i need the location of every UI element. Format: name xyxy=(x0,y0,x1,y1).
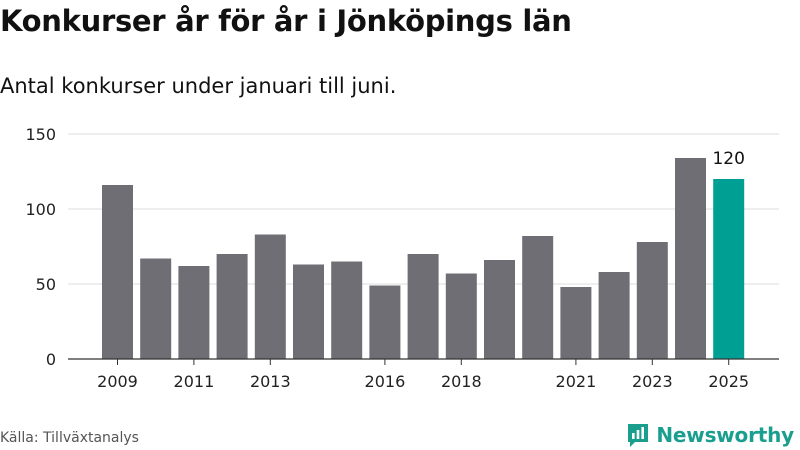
bar-2024 xyxy=(675,158,706,359)
bar-2019 xyxy=(484,260,515,359)
bar-2014 xyxy=(293,264,324,359)
newsworthy-logo: Newsworthy xyxy=(626,420,794,450)
bar-2020 xyxy=(522,236,554,359)
bar-2025 xyxy=(713,179,745,359)
bar-2013 xyxy=(254,234,286,359)
bar-2016 xyxy=(369,285,401,359)
newsworthy-icon xyxy=(628,424,649,447)
bar-2015 xyxy=(331,261,363,359)
bar-2021 xyxy=(560,287,592,359)
y-tick-label-0: 0 xyxy=(46,350,56,369)
bar-2009 xyxy=(102,185,133,359)
brand-name: Newsworthy xyxy=(656,423,794,447)
bar-2022 xyxy=(598,272,630,359)
x-tick-label-2021: 2021 xyxy=(556,372,597,391)
bar-2011 xyxy=(178,266,210,359)
chart-subtitle: Antal konkurser under januari till juni. xyxy=(0,74,397,98)
y-tick-label-100: 100 xyxy=(25,200,56,219)
x-tick-label-2009: 2009 xyxy=(97,372,138,391)
x-tick-label-2018: 2018 xyxy=(441,372,482,391)
bar-2012 xyxy=(216,254,248,359)
x-tick-label-2013: 2013 xyxy=(250,372,291,391)
bar-2017 xyxy=(407,254,439,359)
bar-2010 xyxy=(140,258,172,359)
x-tick-label-2016: 2016 xyxy=(365,372,406,391)
data-label-2025: 120 xyxy=(712,149,744,169)
source-note: Källa: Tillväxtanalys xyxy=(0,430,139,446)
x-tick-label-2011: 2011 xyxy=(174,372,215,391)
bar-2023 xyxy=(636,242,668,359)
x-tick-label-2025: 2025 xyxy=(708,372,749,391)
x-tick-label-2023: 2023 xyxy=(632,372,673,391)
bar-2018 xyxy=(445,273,477,359)
bar-chart: 0 50 100 150 2009 2011 2013 2016 2018 2021 2023 202… xyxy=(25,125,779,391)
y-tick-label-150: 150 xyxy=(25,125,56,144)
chart-title: Konkurser år för år i Jönköpings län xyxy=(0,4,572,38)
y-tick-label-50: 50 xyxy=(36,275,56,294)
